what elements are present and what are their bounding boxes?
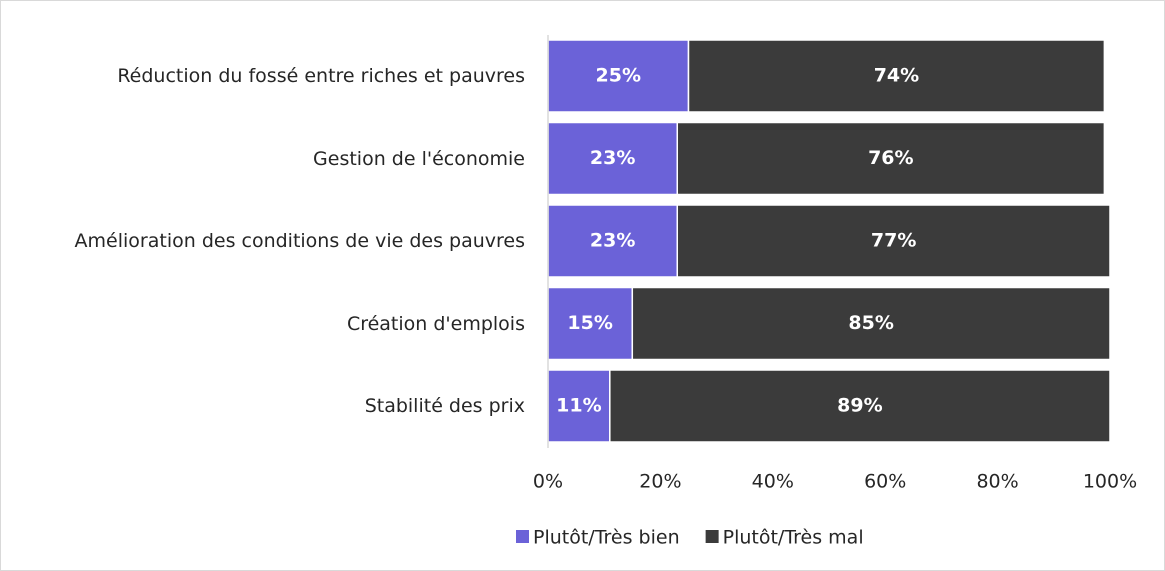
legend-label: Plutôt/Très mal [723,527,864,549]
data-label: 76% [868,147,913,169]
data-label: 15% [567,312,612,334]
data-label: 23% [590,230,635,252]
category-label: Gestion de l'économie [313,147,525,170]
legend-swatch [516,530,529,543]
bar-segment [547,286,634,361]
data-label: 23% [590,147,635,169]
x-tick-label: 100% [1083,471,1137,493]
bar-segment [609,369,1111,443]
bar-segment [547,121,679,196]
bar-segment [547,369,611,443]
data-label: 11% [556,395,601,417]
data-label: 77% [871,230,916,252]
legend-label: Plutôt/Très bien [533,527,680,549]
x-tick-label: 0% [533,471,563,493]
x-tick-label: 60% [864,471,906,493]
category-label: Réduction du fossé entre riches et pauvr… [117,65,525,87]
data-label: 25% [596,65,641,87]
bar-segment [676,204,1111,278]
data-label: 85% [848,312,893,334]
x-tick-label: 40% [752,471,794,493]
category-label: Amélioration des conditions de vie des p… [74,230,525,252]
category-label: Stabilité des prix [364,395,525,417]
bar-segment [631,286,1111,361]
data-label: 74% [874,65,919,87]
legend-swatch [705,530,719,543]
data-label: 89% [837,395,882,417]
bar-segment [687,39,1106,113]
x-tick-label: 20% [639,471,681,493]
category-label: Création d'emplois [346,312,525,335]
bar-segment [676,121,1106,196]
bar-segment [547,204,679,278]
x-tick-label: 80% [976,471,1018,493]
